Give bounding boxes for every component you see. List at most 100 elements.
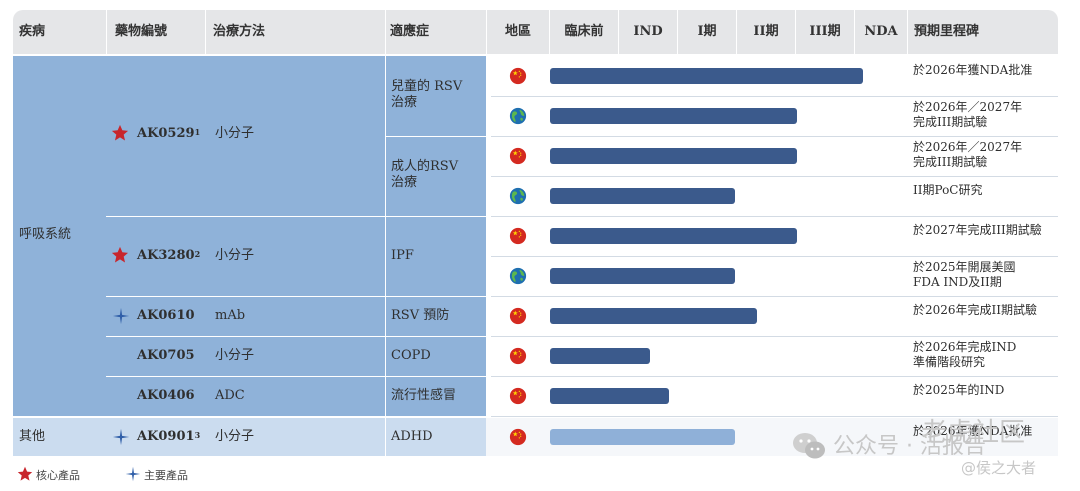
- milestone-text: 於2025年的IND: [913, 382, 1005, 397]
- core-product-star-icon: [111, 124, 129, 141]
- drug-modality: mAb: [215, 308, 246, 323]
- milestone-text: 於2026年／2027年: [913, 100, 1023, 114]
- globe-icon: [509, 187, 527, 205]
- header-divider: [106, 10, 107, 54]
- drug-code: AK0705: [137, 348, 195, 363]
- header-divider: [549, 10, 550, 54]
- drug-modality: 小分子: [215, 348, 255, 363]
- row-line: [491, 176, 1058, 177]
- milestone-text: 於2026年獲NDA批准: [913, 62, 1033, 77]
- row-divider: [106, 376, 486, 377]
- header-divider: [486, 10, 487, 54]
- header-phase1: I期: [697, 24, 717, 39]
- milestone-text: 完成III期試驗: [913, 155, 988, 169]
- indication-copd: COPD: [391, 348, 431, 363]
- main-product-cross-icon: [112, 428, 130, 446]
- indication-rsv-child: 兒童的 RSV: [391, 79, 463, 94]
- other-block: [13, 418, 486, 456]
- header-preclinical: 臨床前: [564, 24, 604, 39]
- milestone-text: 於2026年／2027年: [913, 140, 1023, 154]
- progress-bar: [550, 268, 735, 284]
- globe-icon: [509, 107, 527, 125]
- drug-code: AK0610: [137, 308, 195, 323]
- wechat-icon: [793, 433, 825, 459]
- watermark-account: 公众号 · 活报告: [833, 434, 986, 459]
- watermark-site: 老虎社区: [921, 418, 1026, 448]
- header-divider: [736, 10, 737, 54]
- header-nda: NDA: [864, 24, 898, 39]
- drug-code: AK05291: [137, 126, 201, 141]
- header-divider: [205, 10, 206, 54]
- china-flag-icon: [509, 227, 527, 245]
- legend-main: 主要產品: [144, 469, 188, 482]
- header-divider: [854, 10, 855, 54]
- milestone-text: II期PoC研究: [913, 182, 983, 197]
- row-line: [491, 336, 1058, 337]
- header-drug-code: 藥物編號: [115, 24, 168, 39]
- china-flag-icon: [509, 347, 527, 365]
- drug-modality: 小分子: [215, 248, 255, 263]
- china-flag-icon: [509, 67, 527, 85]
- milestone-text: 於2026年完成II期試驗: [913, 302, 1038, 317]
- progress-bar: [550, 348, 650, 364]
- indication-rsv-adult: 成人的RSV: [391, 159, 459, 174]
- legend-cross-icon: [125, 466, 141, 482]
- legend-star-icon: [17, 466, 33, 481]
- progress-bar: [550, 108, 797, 124]
- disease-other: 其他: [19, 429, 46, 444]
- header-modality: 治療方法: [213, 24, 266, 39]
- row-line: [491, 416, 1058, 417]
- china-flag-icon: [509, 147, 527, 165]
- drug-modality: ADC: [215, 388, 245, 403]
- milestone-text: FDA IND及II期: [913, 275, 1002, 289]
- drug-code: AK32802: [137, 248, 201, 263]
- header-milestone: 預期里程碑: [914, 24, 980, 39]
- row-line: [491, 96, 1058, 97]
- row-line: [491, 216, 1058, 217]
- row-divider: [106, 336, 486, 337]
- header-divider: [907, 10, 908, 54]
- milestone-text: 完成III期試驗: [913, 115, 988, 129]
- china-flag-icon: [509, 307, 527, 325]
- row-divider: [106, 296, 486, 297]
- column-divider: [385, 56, 386, 416]
- milestone-text: 準備階段研究: [913, 355, 986, 369]
- progress-bar: [550, 429, 735, 445]
- drug-modality: 小分子: [215, 126, 255, 141]
- column-divider: [385, 418, 386, 456]
- progress-bar: [550, 388, 669, 404]
- indication-rsv-child-line2: 治療: [391, 95, 418, 110]
- china-flag-icon: [509, 428, 527, 446]
- legend-core: 核心產品: [36, 469, 80, 482]
- header-divider: [385, 10, 386, 54]
- header-region: 地區: [504, 24, 531, 39]
- watermark-author: @侯之大者: [961, 459, 1037, 477]
- main-product-cross-icon: [112, 307, 130, 325]
- header-indication: 適應症: [390, 24, 430, 39]
- header-divider: [795, 10, 796, 54]
- drug-code: AK0406: [137, 388, 195, 403]
- indication-rsv-adult-line2: 治療: [391, 175, 418, 190]
- core-product-star-icon: [111, 246, 129, 263]
- indication-ipf: IPF: [391, 248, 414, 263]
- drug-modality: 小分子: [215, 429, 255, 444]
- progress-bar: [550, 148, 797, 164]
- disease-respiratory: 呼吸系統: [19, 227, 72, 242]
- row-line: [491, 136, 1058, 137]
- milestone-text: 於2026年完成IND: [913, 340, 1017, 354]
- respiratory-block: [13, 56, 486, 416]
- milestone-text: 於2027年完成III期試驗: [913, 222, 1042, 237]
- row-line: [491, 256, 1058, 257]
- milestone-text: 於2025年開展美國: [913, 260, 1016, 274]
- header-disease: 疾病: [19, 24, 46, 39]
- indication-flu: 流行性感冒: [391, 388, 457, 403]
- milestone-text: 於2026年獲NDA批准: [913, 423, 1033, 438]
- progress-bar: [550, 188, 735, 204]
- row-divider: [385, 136, 486, 137]
- globe-icon: [509, 267, 527, 285]
- header-phase3: III期: [809, 24, 841, 39]
- row-line: [491, 296, 1058, 297]
- header-divider: [677, 10, 678, 54]
- progress-bar: [550, 68, 863, 84]
- header-phase2: II期: [753, 24, 779, 39]
